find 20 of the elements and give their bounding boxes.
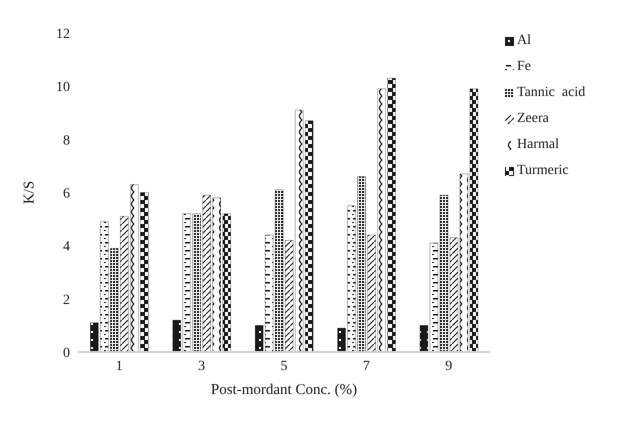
x-tick-label: 5 — [280, 358, 288, 374]
legend-label: Tannic acid — [517, 85, 586, 101]
y-tick-label: 6 — [63, 186, 70, 202]
y-tick-label: 12 — [56, 26, 70, 42]
y-tick-label: 8 — [63, 133, 70, 148]
x-tick-label: 9 — [445, 358, 452, 374]
x-tick-label: 7 — [362, 358, 370, 374]
legend-label: Harmal — [517, 137, 559, 153]
legend-label: Fe — [517, 59, 531, 75]
x-axis-title: Post-mordant Conc. (%) — [210, 382, 358, 398]
y-axis-title: K/S — [21, 180, 38, 204]
y-tick-label: 2 — [63, 292, 70, 308]
legend-label: Al — [517, 33, 531, 49]
legend-label: Zeera — [517, 111, 549, 127]
y-tick-label: 0 — [63, 346, 70, 361]
y-tick-label: 10 — [56, 80, 70, 96]
legend-label: Turmeric — [517, 163, 569, 179]
x-tick-label: 3 — [198, 358, 206, 374]
y-tick-label: 4 — [63, 240, 70, 255]
x-tick-label: 1 — [116, 358, 123, 374]
